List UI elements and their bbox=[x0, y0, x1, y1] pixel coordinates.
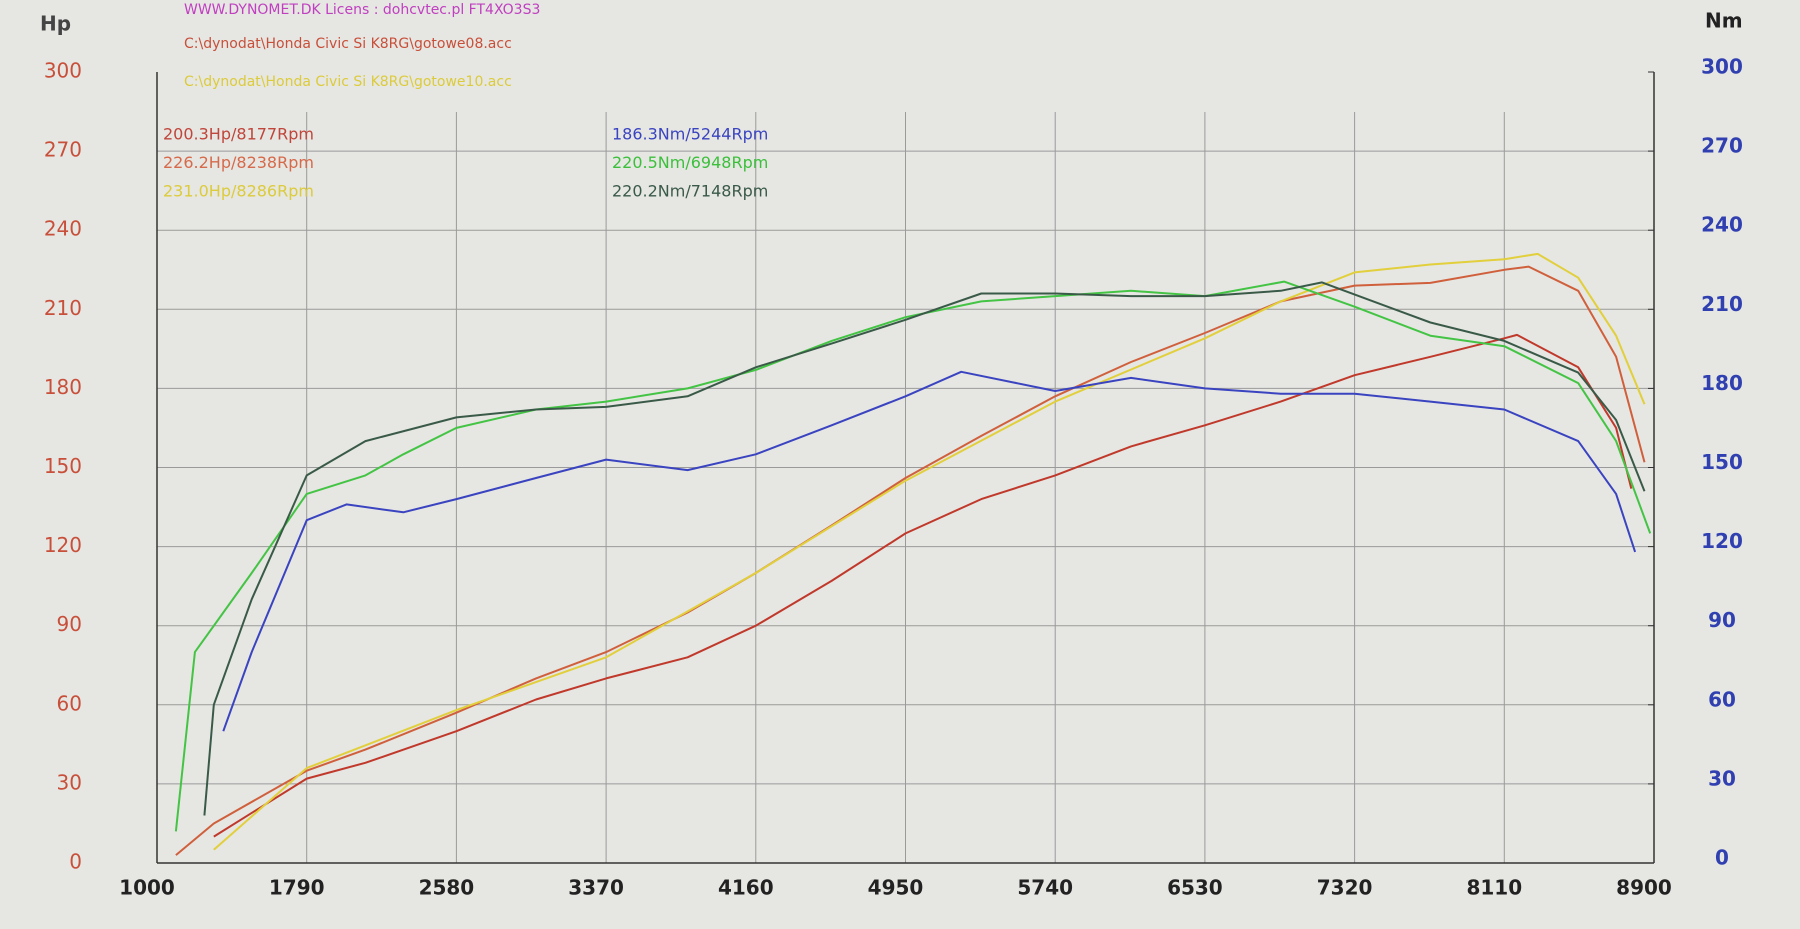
curve bbox=[213, 333, 1633, 838]
y-tick-label: 210 bbox=[44, 296, 82, 320]
x-tick-label: 1790 bbox=[269, 876, 325, 900]
y-tick-label: 120 bbox=[44, 533, 82, 557]
y2-tick-label: 270 bbox=[1701, 134, 1743, 158]
curve bbox=[222, 370, 1637, 732]
header-line: C:\dynodat\Honda Civic Si K8RG\gotowe10.… bbox=[184, 74, 512, 90]
peak-label: 226.2Hp/8238Rpm bbox=[163, 153, 314, 172]
peak-label: 231.0Hp/8286Rpm bbox=[163, 182, 314, 201]
x-tick-label: 8900 bbox=[1616, 876, 1672, 900]
peak-label: 220.2Nm/7148Rpm bbox=[612, 182, 768, 201]
y-tick-label: 150 bbox=[44, 454, 82, 478]
x-tick-label: 8110 bbox=[1466, 876, 1522, 900]
y-tick-label: 90 bbox=[57, 612, 82, 636]
y-axis-title: Hp bbox=[40, 12, 71, 36]
y-tick-label: 180 bbox=[44, 375, 82, 399]
y2-tick-label: 120 bbox=[1701, 529, 1743, 553]
peak-label: 186.3Nm/5244Rpm bbox=[612, 125, 768, 144]
curve bbox=[213, 252, 1646, 851]
header-line: C:\dynodat\Honda Civic Si K8RG\gotowe08.… bbox=[184, 36, 512, 52]
y2-tick-label: 180 bbox=[1701, 371, 1743, 395]
x-tick-label: 4950 bbox=[868, 876, 924, 900]
x-tick-label: 6530 bbox=[1167, 876, 1223, 900]
x-tick-label: 4160 bbox=[718, 876, 774, 900]
x-tick-label: 1000 bbox=[119, 876, 175, 900]
x-tick-label: 3370 bbox=[568, 876, 624, 900]
curve bbox=[175, 265, 1646, 856]
y-tick-label: 300 bbox=[44, 59, 82, 83]
x-tick-label: 2580 bbox=[419, 876, 475, 900]
y-tick-label: 60 bbox=[57, 691, 82, 715]
y2-tick-label: 300 bbox=[1701, 55, 1743, 79]
peak-label: 200.3Hp/8177Rpm bbox=[163, 125, 314, 144]
peak-label: 220.5Nm/6948Rpm bbox=[612, 153, 768, 172]
curve bbox=[203, 281, 1646, 816]
curve bbox=[174, 280, 1652, 832]
y2-tick-label: 60 bbox=[1708, 687, 1736, 711]
y2-tick-label: 150 bbox=[1701, 450, 1743, 474]
y2-tick-label: 0 bbox=[1715, 846, 1729, 870]
y2-tick-label: 90 bbox=[1708, 608, 1736, 632]
y2-axis-title: Nm bbox=[1705, 9, 1743, 33]
y2-tick-label: 240 bbox=[1701, 213, 1743, 237]
y-tick-label: 30 bbox=[57, 770, 82, 794]
x-tick-label: 7320 bbox=[1317, 876, 1373, 900]
x-tick-label: 5740 bbox=[1017, 876, 1073, 900]
y-tick-label: 0 bbox=[69, 850, 82, 874]
y-tick-label: 240 bbox=[44, 217, 82, 241]
y-tick-label: 270 bbox=[44, 138, 82, 162]
header-line: WWW.DYNOMET.DK Licens : dohcvtec.pl FT4X… bbox=[184, 2, 540, 18]
y2-tick-label: 30 bbox=[1708, 766, 1736, 790]
y2-tick-label: 210 bbox=[1701, 292, 1743, 316]
